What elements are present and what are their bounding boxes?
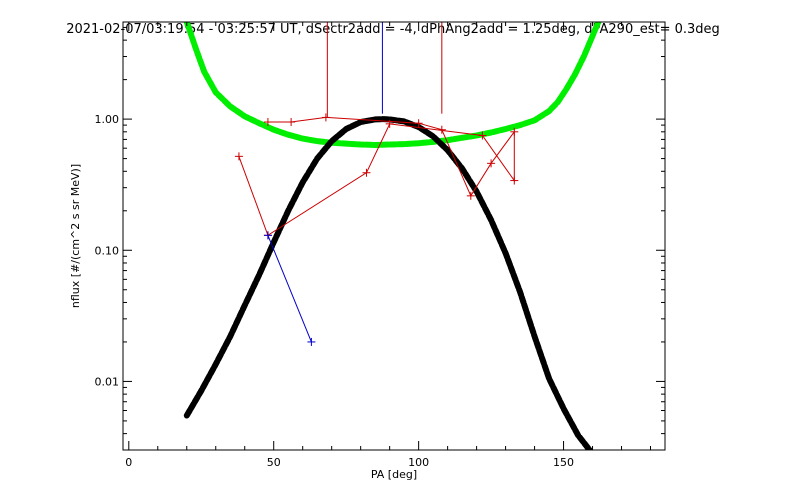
green-fit-curve	[183, 22, 602, 148]
y-axis-label: nflux [#/(cm^2 s sr MeV)]	[69, 164, 82, 308]
red-data-point	[385, 119, 394, 128]
red-data-point	[510, 176, 519, 185]
red-data-point	[466, 191, 475, 200]
y-tick-label: 1.00	[95, 113, 120, 126]
red-data-line	[238, 116, 515, 237]
red-data-point	[510, 127, 519, 136]
red-data-point	[487, 159, 496, 168]
x-tick-label: 150	[553, 456, 574, 469]
red-data-point	[234, 152, 243, 161]
red-data-point	[362, 168, 371, 177]
red-data-point	[414, 119, 423, 128]
red-data-point	[287, 118, 296, 127]
x-tick-label: 100	[408, 456, 429, 469]
model-curves	[183, 22, 602, 450]
red-data-point	[321, 113, 330, 122]
y-tick-label: 0.10	[95, 244, 120, 257]
vertical-markers	[326, 22, 443, 118]
red-data-point	[478, 131, 487, 140]
red-data-point	[263, 118, 272, 127]
chart-title: 2021-02-07/03:19:54 - 03:25:57 UT, dSect…	[66, 22, 720, 37]
x-tick-label: 0	[125, 456, 132, 469]
y-tick-label: 0.01	[95, 375, 120, 388]
blue-data-line	[267, 235, 312, 343]
red-data-point	[437, 125, 446, 134]
blue-data-point	[263, 231, 272, 240]
black-fit-curve	[183, 116, 593, 450]
x-tick-label: 50	[267, 456, 281, 469]
plot-frame	[122, 21, 666, 451]
x-axis-label: PA [deg]	[371, 468, 417, 481]
axes: 0 50 100 150 0.01 0.10 1.00	[95, 22, 665, 469]
blue-data-point	[307, 337, 316, 346]
measured-data	[234, 113, 519, 346]
